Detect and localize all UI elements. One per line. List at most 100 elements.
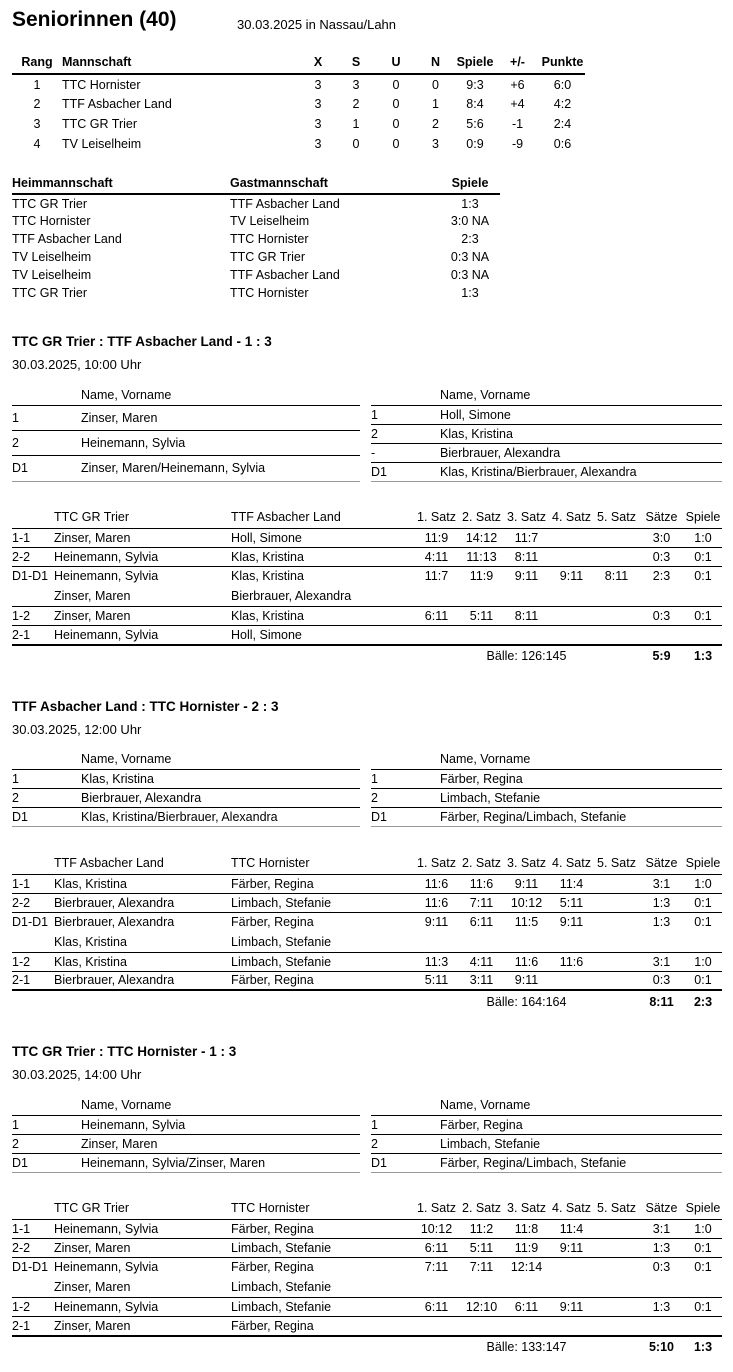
game-set: 6:11 bbox=[414, 1238, 459, 1258]
game-away-player2: Limbach, Stefanie bbox=[231, 931, 414, 953]
match-section: TTC GR Trier : TTF Asbacher Land - 1 : 3… bbox=[12, 334, 722, 667]
games-satz-header: 1. Satz bbox=[414, 853, 459, 875]
games-header-row: TTC GR Trier TTC Hornister 1. Satz 2. Sa… bbox=[12, 1198, 722, 1220]
game-set: 11:4 bbox=[549, 874, 594, 894]
game-row: 2-2 Zinser, Maren Limbach, Stefanie 6:11… bbox=[12, 1238, 722, 1258]
game-set: 11:6 bbox=[414, 893, 459, 913]
games-satz-header: 5. Satz bbox=[594, 507, 639, 529]
game-code: 1-2 bbox=[12, 952, 54, 972]
roster-row: D1 Färber, Regina/Limbach, Stefanie bbox=[371, 1153, 722, 1173]
games-satz-header: 2. Satz bbox=[459, 507, 504, 529]
game-set: 7:11 bbox=[424, 1260, 449, 1275]
match-rosters: Name, Vorname 1 Klas, Kristina 2 Bierbrauer… bbox=[12, 750, 722, 827]
game-away-player2: Bierbrauer, Alexandra bbox=[231, 585, 414, 607]
game-saetze bbox=[639, 626, 684, 645]
game-home-player: Heinemann, Sylvia bbox=[54, 1297, 231, 1317]
game-set bbox=[549, 1317, 594, 1336]
standings-header-x: X bbox=[300, 52, 336, 75]
roster-header: Name, Vorname bbox=[81, 750, 360, 770]
player-pos: D1 bbox=[371, 1153, 440, 1173]
standings-n: 1 bbox=[432, 97, 439, 111]
game-set: 11:6 bbox=[459, 874, 504, 894]
game-set: 7:11 bbox=[469, 1260, 494, 1275]
roster-row: D1 Färber, Regina/Limbach, Stefanie bbox=[371, 807, 722, 827]
games-baelle: Bälle: 164:164 bbox=[414, 989, 639, 1012]
game-row: 2-1 Bierbrauer, Alexandra Färber, Regina… bbox=[12, 971, 722, 990]
games-body: 1-1 Zinser, Maren Holl, Simone 11:9 14:1… bbox=[12, 528, 722, 645]
player-pos: 2 bbox=[12, 430, 81, 457]
standings-s: 0 bbox=[352, 137, 360, 151]
standings-spiele: 8:4 bbox=[466, 97, 484, 111]
overview-gast: TTC GR Trier bbox=[230, 250, 305, 264]
game-set bbox=[594, 893, 639, 913]
game-saetze: 0:3 bbox=[652, 1260, 671, 1275]
player-name: Heinemann, Sylvia/Zinser, Maren bbox=[81, 1153, 360, 1173]
game-set bbox=[594, 952, 639, 972]
overview-row: TV Leiselheim TTC GR Trier 0:3 NA bbox=[12, 248, 500, 266]
game-code: 2-2 bbox=[12, 1238, 54, 1258]
games-satz-header: 1. Satz bbox=[414, 507, 459, 529]
roster-header-row: Name, Vorname bbox=[371, 1096, 722, 1116]
game-away-player: Färber, Regina bbox=[231, 1260, 314, 1275]
roster-row: 1 Heinemann, Sylvia bbox=[12, 1115, 360, 1135]
roster-header: Name, Vorname bbox=[440, 386, 722, 406]
game-saetze: 1:3 bbox=[652, 914, 671, 929]
game-spiele: 0:1 bbox=[684, 1297, 722, 1317]
game-away-player: Färber, Regina bbox=[231, 914, 314, 929]
roster-pos-header bbox=[12, 750, 81, 770]
match-rosters: Name, Vorname 1 Zinser, Maren 2 Heinemann, … bbox=[12, 386, 722, 482]
games-saetze-header: Sätze bbox=[639, 853, 684, 875]
home-roster-body: 1 Heinemann, Sylvia 2 Zinser, Maren D1 Heinem… bbox=[12, 1115, 360, 1173]
game-home-player: Heinemann, Sylvia bbox=[54, 569, 159, 584]
standings-rang: 4 bbox=[33, 137, 41, 151]
game-set: 6:11 bbox=[414, 1297, 459, 1317]
away-roster-body: 1 Färber, Regina 2 Limbach, Stefanie D1 Färbe… bbox=[371, 769, 722, 827]
game-code: D1-D1 bbox=[12, 1260, 49, 1275]
game-set: 8:11 bbox=[504, 606, 549, 626]
games-header-row: TTC GR Trier TTF Asbacher Land 1. Satz 2… bbox=[12, 507, 722, 529]
game-set bbox=[594, 912, 639, 931]
game-home-player: Heinemann, Sylvia bbox=[54, 1260, 159, 1275]
standings-x: 3 bbox=[314, 117, 322, 131]
game-set: 11:8 bbox=[504, 1219, 549, 1239]
game-away-player: Limbach, Stefanie bbox=[231, 952, 414, 972]
game-set: 9:11 bbox=[549, 1238, 594, 1258]
overview-heim: TTC GR Trier bbox=[12, 286, 87, 300]
game-set bbox=[594, 1317, 639, 1336]
game-set: 11:9 bbox=[469, 569, 494, 584]
game-set: 9:11 bbox=[504, 874, 549, 894]
roster-row: 2 Klas, Kristina bbox=[371, 424, 722, 444]
game-set: 9:11 bbox=[514, 569, 539, 584]
player-name: Bierbrauer, Alexandra bbox=[81, 788, 360, 808]
match-rosters: Name, Vorname 1 Heinemann, Sylvia 2 Zinser,… bbox=[12, 1096, 722, 1173]
roster-pos-header bbox=[371, 386, 440, 406]
game-set bbox=[549, 971, 594, 990]
game-code: 2-1 bbox=[12, 1318, 31, 1333]
page-subtitle: 30.03.2025 in Nassau/Lahn bbox=[237, 17, 397, 32]
standings-row: 3 TTC GR Trier 3 1 0 2 5:6 -1 2:4 bbox=[12, 114, 585, 134]
away-roster-body: 1 Holl, Simone 2 Klas, Kristina - Bierbrauer,… bbox=[371, 405, 722, 482]
games-saetze-header: Sätze bbox=[639, 1198, 684, 1220]
standings-mannschaft: TV Leiselheim bbox=[62, 137, 142, 151]
game-set: 11:2 bbox=[459, 1219, 504, 1239]
overview-row: TTC GR Trier TTF Asbacher Land 1:3 bbox=[12, 194, 500, 212]
game-set bbox=[414, 1317, 459, 1336]
game-row: 1-1 Heinemann, Sylvia Färber, Regina 10:… bbox=[12, 1219, 722, 1239]
game-set: 11:7 bbox=[424, 569, 449, 584]
standings-rang: 1 bbox=[33, 77, 41, 92]
game-spiele: 0:1 bbox=[684, 547, 722, 567]
game-home-player2: Zinser, Maren bbox=[54, 1276, 231, 1298]
games-header-row: TTF Asbacher Land TTC Hornister 1. Satz … bbox=[12, 853, 722, 875]
games-code-header bbox=[12, 853, 54, 875]
player-name: Heinemann, Sylvia bbox=[81, 430, 360, 457]
player-name: Zinser, Maren/Heinemann, Sylvia bbox=[81, 455, 360, 482]
standings-header-s: S bbox=[336, 52, 376, 75]
game-set: 4:11 bbox=[414, 547, 459, 567]
roster-pos-header bbox=[371, 750, 440, 770]
games-satz-header: 4. Satz bbox=[549, 853, 594, 875]
roster-header-row: Name, Vorname bbox=[371, 386, 722, 406]
game-home-player: Zinser, Maren bbox=[54, 1238, 231, 1258]
standings-n: 3 bbox=[432, 137, 439, 151]
player-name: Limbach, Stefanie bbox=[440, 788, 722, 808]
standings-u: 0 bbox=[392, 97, 400, 111]
